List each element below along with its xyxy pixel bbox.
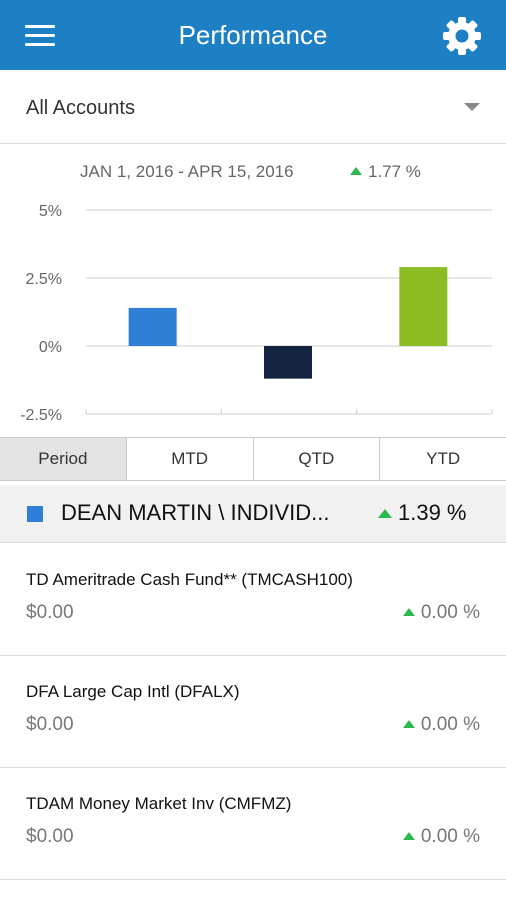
account-color-swatch bbox=[27, 506, 43, 522]
holding-value: $0.00 bbox=[26, 714, 74, 735]
tab-qtd[interactable]: QTD bbox=[253, 438, 381, 480]
holding-name: TD Ameritrade Cash Fund** (TMCASH100) bbox=[26, 570, 353, 589]
account-name: DEAN MARTIN \ INDIVID... bbox=[61, 500, 330, 525]
y-tick-label: -2.5% bbox=[20, 407, 62, 424]
account-summary-row[interactable]: DEAN MARTIN \ INDIVID... 1.39 % bbox=[0, 485, 506, 543]
period-tabs: Period MTD QTD YTD bbox=[0, 437, 506, 481]
period-change: 1.77 % bbox=[350, 162, 421, 182]
chart-header: JAN 1, 2016 - APR 15, 2016 1.77 % bbox=[0, 162, 506, 184]
chart-bar bbox=[264, 346, 312, 379]
page-title: Performance bbox=[178, 20, 328, 50]
holding-change-value: 0.00 % bbox=[420, 826, 480, 847]
tab-ytd[interactable]: YTD bbox=[380, 438, 506, 480]
account-change: 1.39 % bbox=[378, 500, 467, 526]
y-tick-label: 0% bbox=[39, 339, 62, 356]
holding-change: 0.00 % bbox=[402, 602, 480, 624]
up-arrow-icon bbox=[350, 167, 362, 175]
holding-name: DFA Large Cap Intl (DFALX) bbox=[26, 682, 240, 701]
tab-period[interactable]: Period bbox=[0, 438, 127, 480]
chart-bar bbox=[399, 267, 448, 346]
menu-icon[interactable] bbox=[22, 22, 58, 50]
holding-row[interactable]: TD Ameritrade Cash Fund** (TMCASH100) $0… bbox=[0, 544, 506, 656]
up-arrow-icon bbox=[402, 608, 415, 616]
holding-row[interactable]: DFA Large Cap Intl (DFALX) $0.00 0.00 % bbox=[0, 656, 506, 768]
holding-row[interactable]: TDAM Money Market Inv (CMFMZ) $0.00 0.00… bbox=[0, 768, 506, 880]
y-tick-label: 2.5% bbox=[26, 271, 62, 288]
y-tick-label: 5% bbox=[39, 203, 62, 220]
up-arrow-icon bbox=[402, 832, 415, 840]
holding-change-value: 0.00 % bbox=[420, 714, 480, 735]
period-change-value: 1.77 % bbox=[368, 162, 421, 181]
date-range: JAN 1, 2016 - APR 15, 2016 bbox=[80, 162, 294, 181]
chevron-down-icon bbox=[464, 103, 480, 111]
account-selector[interactable]: All Accounts bbox=[0, 70, 506, 144]
holding-value: $0.00 bbox=[26, 602, 74, 623]
app-bar: Performance bbox=[0, 0, 506, 70]
tab-mtd[interactable]: MTD bbox=[126, 438, 254, 480]
account-change-value: 1.39 % bbox=[398, 500, 467, 525]
account-selector-label: All Accounts bbox=[26, 97, 135, 119]
holding-name: TDAM Money Market Inv (CMFMZ) bbox=[26, 794, 292, 813]
up-arrow-icon bbox=[402, 720, 415, 728]
up-arrow-icon bbox=[378, 509, 392, 518]
chart-bar bbox=[128, 307, 177, 346]
holding-change: 0.00 % bbox=[402, 826, 480, 848]
holding-change-value: 0.00 % bbox=[420, 602, 480, 623]
performance-bar-chart: 5% 2.5% 0% -2.5% bbox=[20, 203, 493, 424]
holding-change: 0.00 % bbox=[402, 714, 480, 736]
gear-icon[interactable] bbox=[440, 14, 484, 58]
holding-value: $0.00 bbox=[26, 826, 74, 847]
